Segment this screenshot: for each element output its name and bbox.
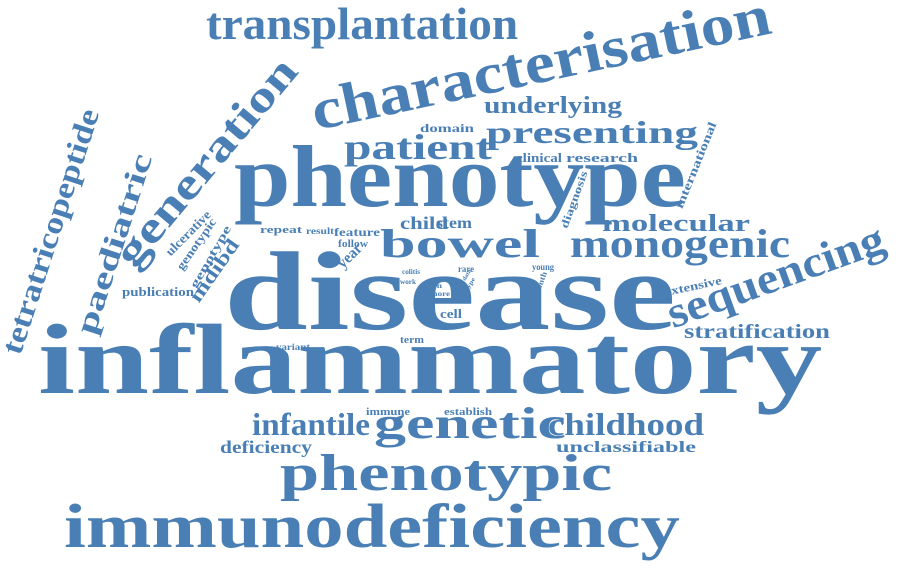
word-feature: feature xyxy=(334,225,380,239)
word-establish: establish xyxy=(444,407,492,418)
word-molecular: molecular xyxy=(602,211,751,237)
word-cell: cell xyxy=(440,306,462,321)
word-patient: patient xyxy=(344,127,492,167)
word-stem: stem xyxy=(436,215,473,232)
word-result: result xyxy=(306,226,335,236)
word-repeat: repeat xyxy=(260,224,303,236)
word-clinical: clinical xyxy=(516,150,562,165)
word-child: child xyxy=(400,213,449,233)
word-phenotypic: phenotypic xyxy=(280,445,613,502)
word-infantile: infantile xyxy=(252,406,370,442)
word-research: research xyxy=(566,150,638,165)
word-publication: publication xyxy=(122,284,194,299)
word-transplantation: transplantation xyxy=(206,0,519,49)
word-bowel: bowel xyxy=(380,221,540,266)
word-more: more xyxy=(430,290,451,298)
word-variant: variant xyxy=(276,342,310,352)
word-on: on xyxy=(432,282,442,290)
word-underlying: underlying xyxy=(484,93,623,119)
word-rare: rare xyxy=(458,264,475,274)
word-domain: domain xyxy=(420,121,475,135)
word-immunodeficiency: immunodeficiency xyxy=(64,493,680,561)
word-immune: immune xyxy=(366,407,410,418)
word-inflammatory: inflammatory xyxy=(38,304,823,415)
word-unclassifiable: unclassifiable xyxy=(556,439,696,456)
word-deficiency: deficiency xyxy=(220,437,312,457)
word-colitis: colitis xyxy=(402,268,421,276)
word-genetic: genetic xyxy=(374,399,566,448)
word-presenting: presenting xyxy=(486,114,698,150)
word-phenotype: phenotype xyxy=(234,129,686,226)
word-work: work xyxy=(400,278,416,286)
word-young: young xyxy=(532,262,555,272)
word-monogenic: monogenic xyxy=(570,221,791,266)
word-disease: disease xyxy=(224,230,676,354)
word-follow: follow xyxy=(338,239,368,250)
word-childhood: childhood xyxy=(548,406,704,442)
word-term: term xyxy=(400,335,424,346)
word-stratification: stratification xyxy=(684,321,830,343)
